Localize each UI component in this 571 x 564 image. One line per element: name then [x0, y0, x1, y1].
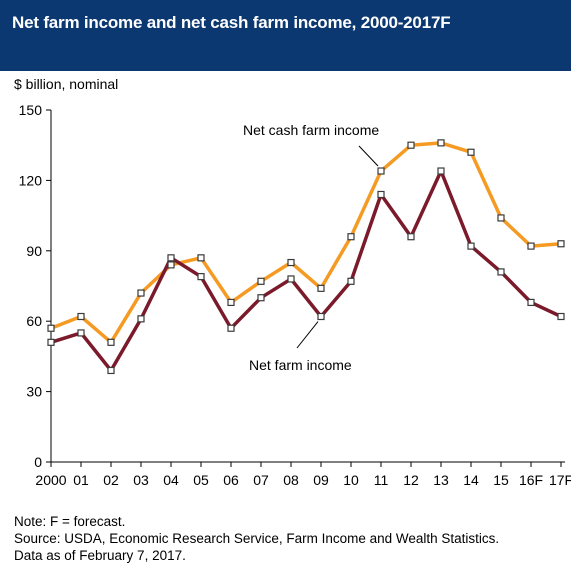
data-point	[257, 294, 265, 302]
data-point	[227, 298, 235, 307]
data-point	[407, 141, 415, 149]
data-point	[377, 190, 385, 199]
data-point	[287, 258, 295, 267]
data-point	[467, 148, 475, 156]
data-point	[317, 284, 325, 292]
data-point	[137, 315, 145, 323]
data-point	[527, 298, 535, 307]
data-point	[527, 242, 535, 250]
x-tick-label: 15	[493, 472, 509, 488]
y-tick-label: 150	[19, 102, 43, 118]
series-line-net-farm-income	[49, 169, 563, 373]
data-point	[377, 167, 385, 175]
x-tick-label: 08	[283, 472, 299, 488]
data-point	[407, 233, 415, 241]
data-point	[107, 338, 115, 346]
x-tick-label: 05	[193, 472, 209, 488]
annotation-leader-net-cash	[358, 145, 379, 167]
data-point	[167, 254, 175, 262]
x-tick-label: 07	[253, 472, 269, 488]
x-tick-label: 02	[103, 472, 119, 488]
data-date-note: Data as of February 7, 2017.	[14, 548, 186, 563]
x-tick-label: 13	[433, 472, 449, 488]
annotation-net-cash-farm-income: Net cash farm income	[243, 122, 379, 138]
source-note: Source: USDA, Economic Research Service,…	[14, 531, 500, 546]
data-point	[107, 366, 115, 375]
data-point	[467, 242, 475, 250]
y-tick-label: 120	[19, 172, 43, 188]
x-tick-label: 11	[374, 472, 389, 488]
data-point	[497, 268, 505, 276]
y-tick-label: 0	[34, 454, 42, 470]
data-point	[257, 277, 265, 285]
data-point	[347, 233, 355, 241]
data-point	[47, 338, 55, 346]
data-point	[47, 324, 55, 332]
data-point	[227, 324, 235, 332]
x-tick-label: 10	[343, 472, 359, 488]
y-tick-label: 30	[26, 384, 42, 400]
data-point	[197, 254, 205, 262]
data-point	[167, 261, 175, 269]
data-point	[77, 329, 85, 337]
y-axis-units: $ billion, nominal	[14, 76, 119, 92]
x-tick-label: 12	[403, 472, 419, 488]
x-tick-label: 06	[223, 472, 239, 488]
x-tick-label: 01	[73, 472, 89, 488]
x-tick-label: 09	[313, 472, 329, 488]
x-tick-label: 14	[463, 472, 479, 488]
x-tick-label: 2000	[35, 472, 66, 488]
forecast-note: Note: F = forecast.	[14, 514, 126, 529]
data-point	[557, 312, 565, 321]
annotation-leader-net-farm	[296, 321, 319, 349]
data-point	[287, 275, 295, 283]
chart-title: Net farm income and net cash farm income…	[0, 0, 571, 71]
data-point	[437, 139, 445, 147]
data-point	[317, 312, 325, 321]
data-point	[557, 240, 565, 248]
data-point	[137, 289, 145, 297]
data-point	[497, 214, 505, 222]
series-line-net-cash-farm-income	[49, 141, 563, 345]
x-tick-label: 16F	[519, 472, 543, 488]
data-point	[347, 277, 355, 285]
annotation-net-farm-income: Net farm income	[249, 357, 352, 373]
x-tick-label: 17F	[549, 472, 571, 488]
chart-notes: Note: F = forecast. Source: USDA, Econom…	[14, 513, 499, 564]
data-point	[437, 167, 445, 175]
data-point	[197, 273, 205, 281]
y-tick-label: 90	[26, 243, 42, 259]
x-tick-label: 04	[163, 472, 179, 488]
line-chart: 0 30 60 90 120 150 2000 01 02 03 04 05 06 07 08 09 10 11 1…	[19, 102, 571, 488]
data-point	[77, 312, 85, 321]
y-tick-label: 60	[26, 313, 42, 329]
x-tick-label: 03	[133, 472, 149, 488]
